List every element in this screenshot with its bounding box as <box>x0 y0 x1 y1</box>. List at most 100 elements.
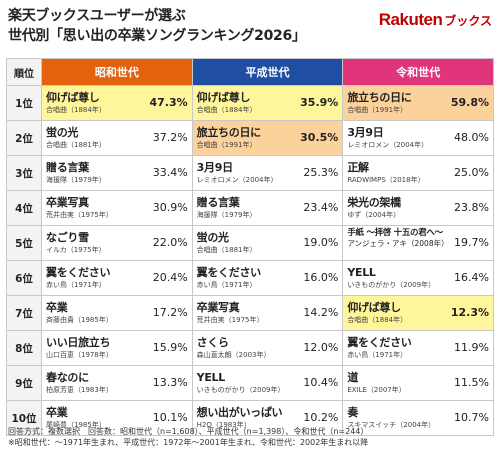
era-header-heisei: 平成世代 <box>191 58 344 86</box>
song-title: 旅立ちの日に <box>196 126 262 139</box>
table-row: 10位 卒業 尾崎豊（1985年） 10.1% 想い出がいっぱい H2O（1983年） 10… <box>6 400 494 436</box>
song-title: 想い出がいっぱい <box>196 406 283 419</box>
song-percentage: 30.5% <box>300 131 339 144</box>
song-percentage: 25.0% <box>454 166 489 179</box>
rank-cell: 8位 <box>6 330 42 366</box>
logo-books-text: ブックス <box>444 14 492 28</box>
song-title: 春なのに <box>46 371 89 384</box>
rank-cell: 9位 <box>6 365 42 401</box>
song-cell-heisei: さくら 森山直太朗（2003年） 12.0% <box>191 330 344 366</box>
song-artist: 森山直太朗（2003年） <box>196 351 271 359</box>
song-percentage: 33.4% <box>152 166 188 179</box>
song-title: 仰げば尊し <box>347 301 401 314</box>
song-artist: 赤い鳥（1971年） <box>347 351 408 359</box>
song-cell-reiwa: 道 EXILE（2007年） 11.5% <box>342 365 494 401</box>
song-artist: 荒井由実（1975年） <box>46 211 113 219</box>
song-cell-reiwa: 奏スキマスイッチ（2004年） 10.7% <box>342 400 494 436</box>
rank-cell: 5位 <box>6 225 42 261</box>
song-title: 翼をください <box>196 266 262 279</box>
song-cell-reiwa: 仰げば尊し合唱曲（1884年） 12.3% <box>342 295 494 331</box>
song-cell-heisei: 3月9日レミオロメン（2004年） 25.3% <box>191 155 344 191</box>
table-row: 7位 卒業 斉藤由貴（1985年） 17.2% 卒業写真 荒井由実（1975年） 14.2%… <box>6 295 494 331</box>
song-cell-showa: 翼をください 赤い鳥（1971年） 20.4% <box>41 260 193 296</box>
song-artist: 合唱曲（1884年） <box>347 316 408 324</box>
table-row: 6位 翼をください 赤い鳥（1971年） 20.4% 翼をください赤い鳥（1971年） 1… <box>6 260 494 296</box>
song-cell-reiwa: 3月9日レミオロメン（2004年） 48.0% <box>342 120 494 156</box>
song-percentage: 16.0% <box>303 271 339 284</box>
logo-rakuten-text: Rakuten <box>378 10 443 29</box>
song-cell-heisei: 旅立ちの日に合唱曲（1991年） 30.5% <box>191 120 344 156</box>
song-cell-heisei: 仰げば尊し 合唱曲（1884年） 35.9% <box>191 85 344 121</box>
song-cell-showa: 卒業 尾崎豊（1985年） 10.1% <box>41 400 193 436</box>
song-percentage: 15.9% <box>152 341 188 354</box>
song-cell-heisei: 蛍の光合唱曲（1881年） 19.0% <box>191 225 344 261</box>
song-cell-heisei: 贈る言葉 海援隊（1979年） 23.4% <box>191 190 344 226</box>
song-artist: RADWIMPS（2018年） <box>347 176 425 184</box>
table-row: 8位 いい日旅立ち 山口百恵（1978年） 15.9% さくら 森山直太朗（2003年） 1… <box>6 330 494 366</box>
song-title: 卒業写真 <box>46 196 89 209</box>
song-cell-showa: 蛍の光 合唱曲（1881年） 37.2% <box>41 120 193 156</box>
rank-cell: 2位 <box>6 120 42 156</box>
song-artist: 海援隊（1979年） <box>196 211 257 219</box>
song-cell-reiwa: YELL いきものがかり（2009年） 16.4% <box>342 260 494 296</box>
song-title: 栄光の架橋 <box>347 196 401 209</box>
table-row: 1位 仰げば尊し 合唱曲（1884年） 47.3% 仰げば尊し 合唱曲（1884年） 35.… <box>6 85 494 121</box>
song-title: 仰げば尊し <box>196 91 251 104</box>
song-title: 手紙 ～拝啓 十五の君へ～ <box>347 228 443 238</box>
song-title: いい日旅立ち <box>46 336 111 349</box>
song-artist: レミオロメン（2004年） <box>196 176 278 184</box>
song-title: 贈る言葉 <box>196 196 240 209</box>
song-percentage: 59.8% <box>450 96 489 109</box>
song-artist: 合唱曲（1884年） <box>46 106 106 114</box>
song-title: 卒業 <box>46 406 68 419</box>
song-cell-showa: 仰げば尊し 合唱曲（1884年） 47.3% <box>41 85 193 121</box>
title-line-1: 楽天ブックスユーザーが選ぶ <box>8 8 186 24</box>
song-percentage: 22.0% <box>152 236 188 249</box>
song-percentage: 12.3% <box>450 306 489 319</box>
rank-header: 順位 <box>6 58 42 86</box>
song-percentage: 13.3% <box>152 376 188 389</box>
rank-cell: 7位 <box>6 295 42 331</box>
rank-cell: 6位 <box>6 260 42 296</box>
table-header-row: 順位 昭和世代 平成世代 令和世代 <box>6 58 494 86</box>
song-artist: 合唱曲（1991年） <box>347 106 408 114</box>
song-cell-showa: なごり雪 イルカ（1975年） 22.0% <box>41 225 193 261</box>
song-artist: 合唱曲（1991年） <box>196 141 257 149</box>
song-artist: 尾崎豊（1985年） <box>46 421 106 429</box>
rank-cell: 3位 <box>6 155 42 191</box>
song-title: 3月9日 <box>196 161 233 174</box>
song-cell-showa: 卒業写真荒井由実（1975年） 30.9% <box>41 190 193 226</box>
song-artist: 荒井由実（1975年） <box>196 316 264 324</box>
ranking-table: 順位 昭和世代 平成世代 令和世代 1位 仰げば尊し 合唱曲（1884年） 47.3%… <box>6 58 494 436</box>
song-percentage: 30.9% <box>152 201 188 214</box>
song-percentage: 16.4% <box>454 271 489 284</box>
song-artist: 赤い鳥（1971年） <box>196 281 257 289</box>
table-row: 3位 贈る言葉 海援隊（1979年） 33.4% 3月9日 レミオロメン（2004年） 25… <box>6 155 494 191</box>
song-cell-heisei: 想い出がいっぱい H2O（1983年） 10.2% <box>191 400 344 436</box>
song-artist: 合唱曲（1881年） <box>196 246 257 254</box>
song-artist: いきものがかり（2009年） <box>196 386 285 394</box>
song-artist: 合唱曲（1881年） <box>46 141 106 149</box>
song-percentage: 48.0% <box>454 131 489 144</box>
song-title: 卒業 <box>46 301 68 314</box>
song-title: YELL <box>196 371 226 384</box>
song-artist: レミオロメン（2004年） <box>347 141 429 149</box>
song-cell-heisei: YELL いきものがかり（2009年） 10.4% <box>191 365 344 401</box>
song-title: 3月9日 <box>347 126 384 139</box>
song-title: なごり雪 <box>46 231 89 244</box>
song-artist: 斉藤由貴（1985年） <box>46 316 113 324</box>
song-cell-heisei: 翼をください赤い鳥（1971年） 16.0% <box>191 260 344 296</box>
song-percentage: 25.3% <box>303 166 339 179</box>
song-cell-showa: 春なのに 柏原芳恵（1983年） 13.3% <box>41 365 193 401</box>
song-artist: アンジェラ・アキ（2008年） <box>347 239 449 248</box>
song-title: 蛍の光 <box>196 231 229 244</box>
song-title: 卒業写真 <box>196 301 240 314</box>
song-percentage: 19.0% <box>303 236 339 249</box>
table-row: 5位 なごり雪 イルカ（1975年） 22.0% 蛍の光合唱曲（1881年） 19.0% 手… <box>6 225 494 261</box>
era-header-reiwa: 令和世代 <box>342 58 494 86</box>
song-artist: ゆず（2004年） <box>347 211 401 219</box>
song-title: 贈る言葉 <box>46 161 89 174</box>
song-percentage: 11.5% <box>454 376 489 389</box>
song-title: 翼をください <box>347 336 412 349</box>
song-percentage: 10.4% <box>303 376 339 389</box>
